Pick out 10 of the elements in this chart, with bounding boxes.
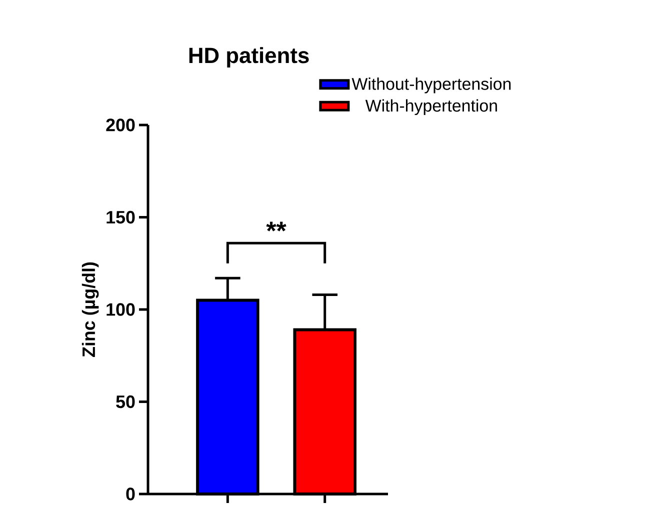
y-tick-label: 200 [106,118,135,132]
legend-label: With-hypertention [365,99,497,116]
annotation: ** [266,222,286,232]
legend-label: Without-hypertension [352,78,511,94]
y-tick-label: 100 [106,303,135,316]
y-axis-title: Zinc (µg/dl) [82,262,99,357]
y-tick-label: 0 [126,488,135,500]
y-tick-label: 50 [116,395,135,408]
chart-title: HD patients [189,47,309,68]
y-tick-label: 150 [106,210,135,224]
